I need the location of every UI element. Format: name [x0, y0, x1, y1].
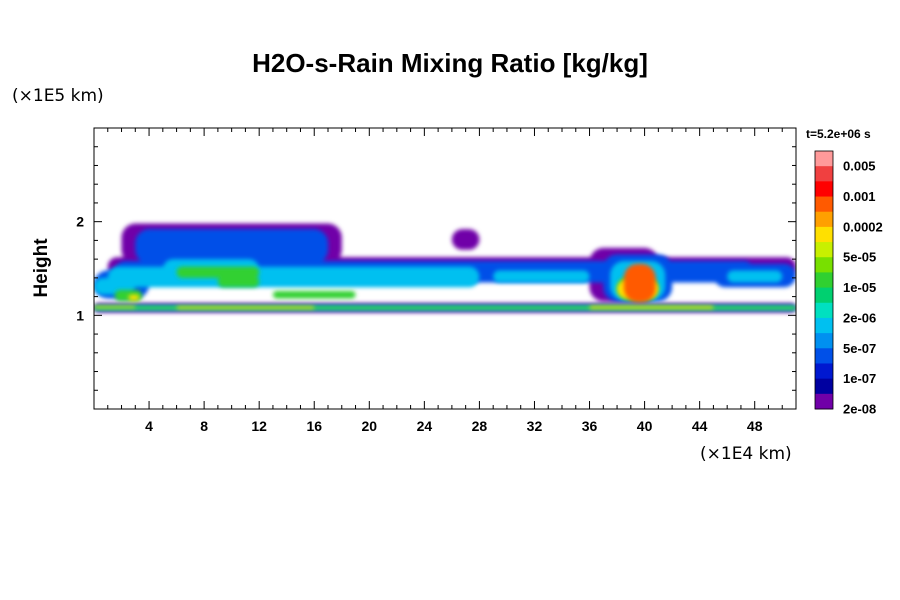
colorbar-label: 5e-05 [843, 250, 876, 265]
field-blob [94, 305, 136, 308]
colorbar-segment [815, 287, 833, 304]
y-tick-label: 2 [76, 214, 84, 230]
field-blob [589, 305, 714, 309]
x-tick-label: 24 [417, 418, 433, 434]
y-tick-label: 1 [76, 307, 84, 323]
field-blob [135, 229, 328, 264]
colorbar-label: 2e-08 [843, 402, 876, 417]
colorbar-label: 0.0002 [843, 219, 883, 234]
colorbar-segment [815, 302, 833, 319]
x-tick-label: 40 [637, 418, 653, 434]
colorbar-label: 1e-05 [843, 280, 876, 295]
colorbar-frame [814, 150, 834, 410]
colorbar-segment [815, 348, 833, 364]
colorbar-segment [815, 272, 833, 289]
x-axis-unit: (×1E4 km) [700, 444, 792, 464]
x-tick-label: 32 [527, 418, 543, 434]
field-blob [176, 306, 315, 309]
colorbar-segment [815, 257, 833, 273]
x-tick-label: 12 [251, 418, 267, 434]
colorbar-label: 0.001 [843, 189, 876, 204]
x-tick-label: 16 [306, 418, 322, 434]
colorbar: 0.005 0.001 0.0002 5e-05 1e-05 2e-06 5e-07 1e-0… [814, 150, 883, 417]
x-tick-label: 48 [747, 418, 763, 434]
x-tick-label: 28 [472, 418, 488, 434]
colorbar-segment [815, 333, 833, 349]
colorbar-segment [815, 166, 833, 182]
colorbar-segment [815, 211, 833, 228]
chart-title: H2O-s-Rain Mixing Ratio [kg/kg] [252, 48, 648, 78]
colorbar-segment [815, 151, 833, 167]
time-label: t=5.2e+06 s [806, 127, 871, 141]
colorbar-segment [815, 226, 833, 243]
colorbar-label: 0.005 [843, 159, 876, 174]
x-tick-label: 36 [582, 418, 598, 434]
field-blob [451, 229, 480, 250]
field-blob [217, 275, 260, 288]
y-axis-unit: (×1E5 km) [12, 86, 104, 106]
colorbar-label: 1e-07 [843, 371, 876, 386]
field-area [94, 223, 796, 313]
field-blob [493, 270, 590, 283]
colorbar-segment [815, 317, 833, 334]
x-tick-label: 20 [362, 418, 378, 434]
x-tick-label: 4 [145, 418, 153, 434]
colorbar-segment [815, 181, 833, 198]
field-layer [623, 263, 656, 303]
colorbar-segment [815, 196, 833, 213]
colorbar-label: 5e-07 [843, 341, 876, 356]
colorbar-segment [815, 393, 833, 410]
field-blob [727, 270, 783, 283]
plot-frame [93, 127, 797, 410]
colorbar-label: 2e-06 [843, 310, 876, 325]
colorbar-segment [815, 363, 833, 380]
field-blob [176, 266, 260, 278]
x-tick-label: 8 [200, 418, 208, 434]
colorbar-segment [815, 378, 833, 395]
x-tick-label: 44 [692, 418, 708, 434]
field-blob [623, 263, 656, 303]
colorbar-segment [815, 242, 833, 258]
field-blob [272, 290, 356, 299]
field-blob [128, 294, 140, 301]
